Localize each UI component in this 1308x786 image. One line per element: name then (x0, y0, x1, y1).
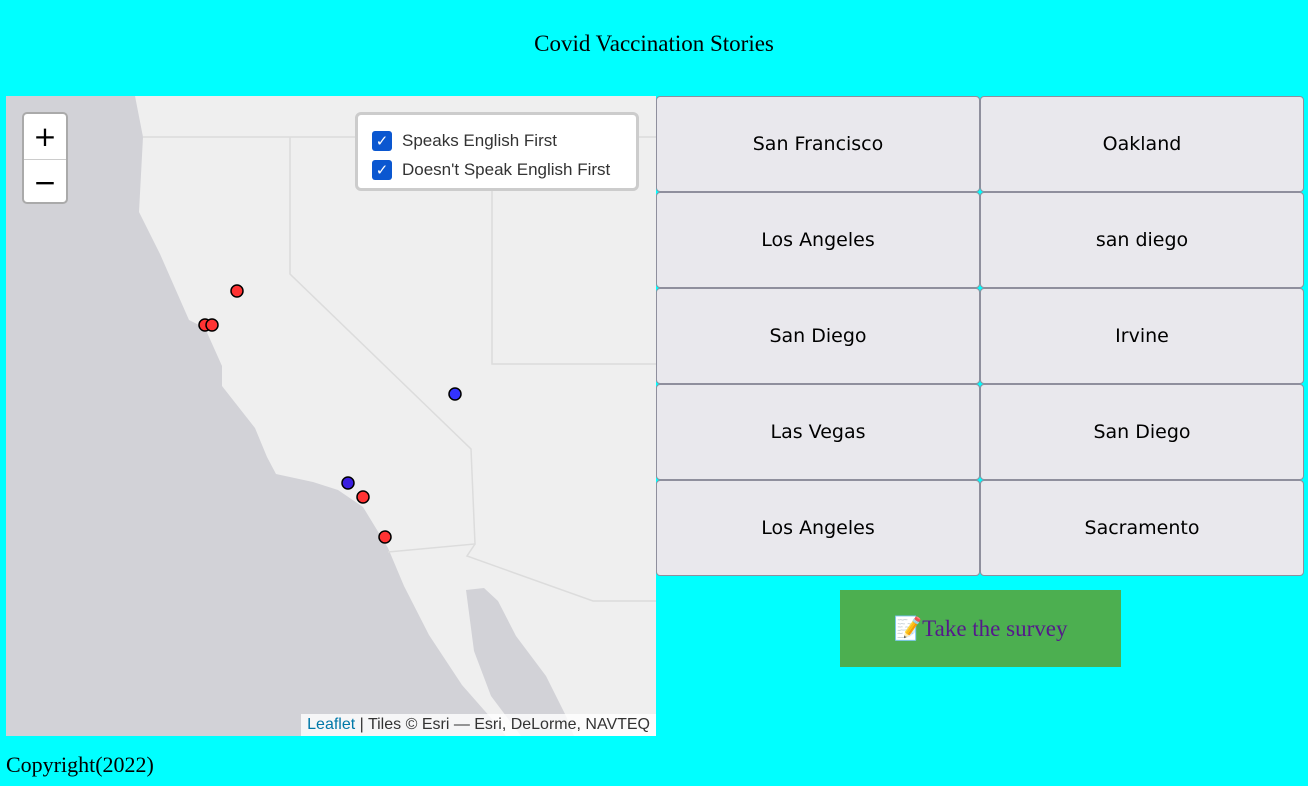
city-button[interactable]: Los Angeles (656, 480, 980, 576)
survey-label: Take the survey (922, 615, 1068, 641)
leaflet-link[interactable]: Leaflet (307, 716, 356, 733)
layer-speaks-english-first[interactable]: ✓ Speaks English First (372, 126, 636, 155)
story-marker[interactable] (356, 490, 370, 504)
zoom-out-button[interactable]: − (33, 166, 57, 199)
attribution-text: | Tiles © Esri — Esri, DeLorme, NAVTEQ (355, 716, 650, 733)
city-button[interactable]: Sacramento (980, 480, 1304, 576)
city-button[interactable]: San Diego (656, 288, 980, 384)
map-tiles (135, 96, 656, 736)
layer-doesnt-speak-english-first[interactable]: ✓ Doesn't Speak English First (372, 155, 636, 184)
story-marker[interactable] (341, 476, 355, 490)
checkbox-checked-icon[interactable]: ✓ (372, 130, 392, 151)
take-survey-button[interactable]: 📝 Take the survey (840, 590, 1121, 667)
land (135, 96, 656, 736)
map[interactable]: + − ✓ Speaks English First ✓ Doesn't Speak… (6, 96, 656, 736)
layer-label: Speaks English First (402, 130, 557, 150)
story-marker[interactable] (205, 318, 219, 332)
map-attribution: Leaflet | Tiles © Esri — Esri, DeLorme, … (301, 714, 656, 736)
copyright: Copyright(2022) (6, 752, 154, 777)
layer-label: Doesn't Speak English First (402, 159, 611, 179)
city-button[interactable]: Las Vegas (656, 384, 980, 480)
zoom-control: + − (22, 112, 68, 204)
story-marker[interactable] (378, 530, 392, 544)
page-title: Covid Vaccination Stories (534, 31, 774, 56)
city-button[interactable]: san diego (980, 192, 1304, 288)
city-button-grid: San Francisco Oakland Los Angeles san diego… (656, 96, 1306, 576)
story-marker[interactable] (230, 284, 244, 298)
city-button[interactable]: San Diego (980, 384, 1304, 480)
city-button[interactable]: San Francisco (656, 96, 980, 192)
city-button[interactable]: Oakland (980, 96, 1304, 192)
gulf-of-california (466, 588, 574, 736)
zoom-in-button[interactable]: + (24, 114, 66, 160)
memo-icon: 📝 (893, 616, 923, 641)
checkbox-checked-icon[interactable]: ✓ (372, 159, 392, 180)
city-button[interactable]: Irvine (980, 288, 1304, 384)
layer-control: ✓ Speaks English First ✓ Doesn't Speak Eng… (355, 112, 639, 191)
story-marker[interactable] (448, 387, 462, 401)
city-button[interactable]: Los Angeles (656, 192, 980, 288)
markers (198, 284, 462, 544)
